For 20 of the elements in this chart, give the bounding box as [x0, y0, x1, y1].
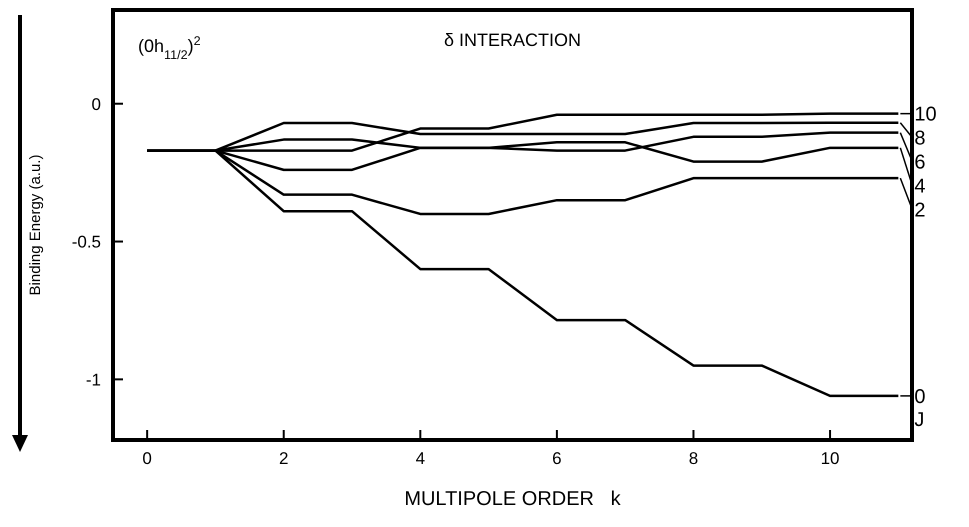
- y-tick-label: 0: [92, 94, 101, 114]
- legend-label: 0: [914, 386, 926, 408]
- x-axis-title: MULTIPOLE ORDER k: [404, 488, 622, 510]
- legend-label: 4: [914, 176, 926, 198]
- y-axis-title: Binding Energy (a.u.): [27, 154, 44, 296]
- x-tick-label: 2: [278, 449, 288, 468]
- x-tick-label: 8: [688, 449, 698, 468]
- x-tick-label: 4: [416, 449, 426, 468]
- text: J: [914, 408, 924, 431]
- y-tick-label: -0.5: [72, 232, 101, 252]
- series-label: 2: [914, 200, 926, 222]
- x-tick-label: 6: [552, 449, 562, 468]
- text: δ INTERACTION: [444, 30, 582, 50]
- legend-label: 8: [914, 128, 926, 150]
- legend-label: 6: [914, 152, 926, 174]
- x-tick-label: 0: [142, 449, 152, 468]
- legend-label: 10: [914, 104, 937, 126]
- annotation: (0h$_{11/2}$)$^{2}$: [138, 34, 201, 62]
- x-tick-label: 10: [820, 449, 840, 468]
- y-tick-label: -1: [86, 370, 101, 390]
